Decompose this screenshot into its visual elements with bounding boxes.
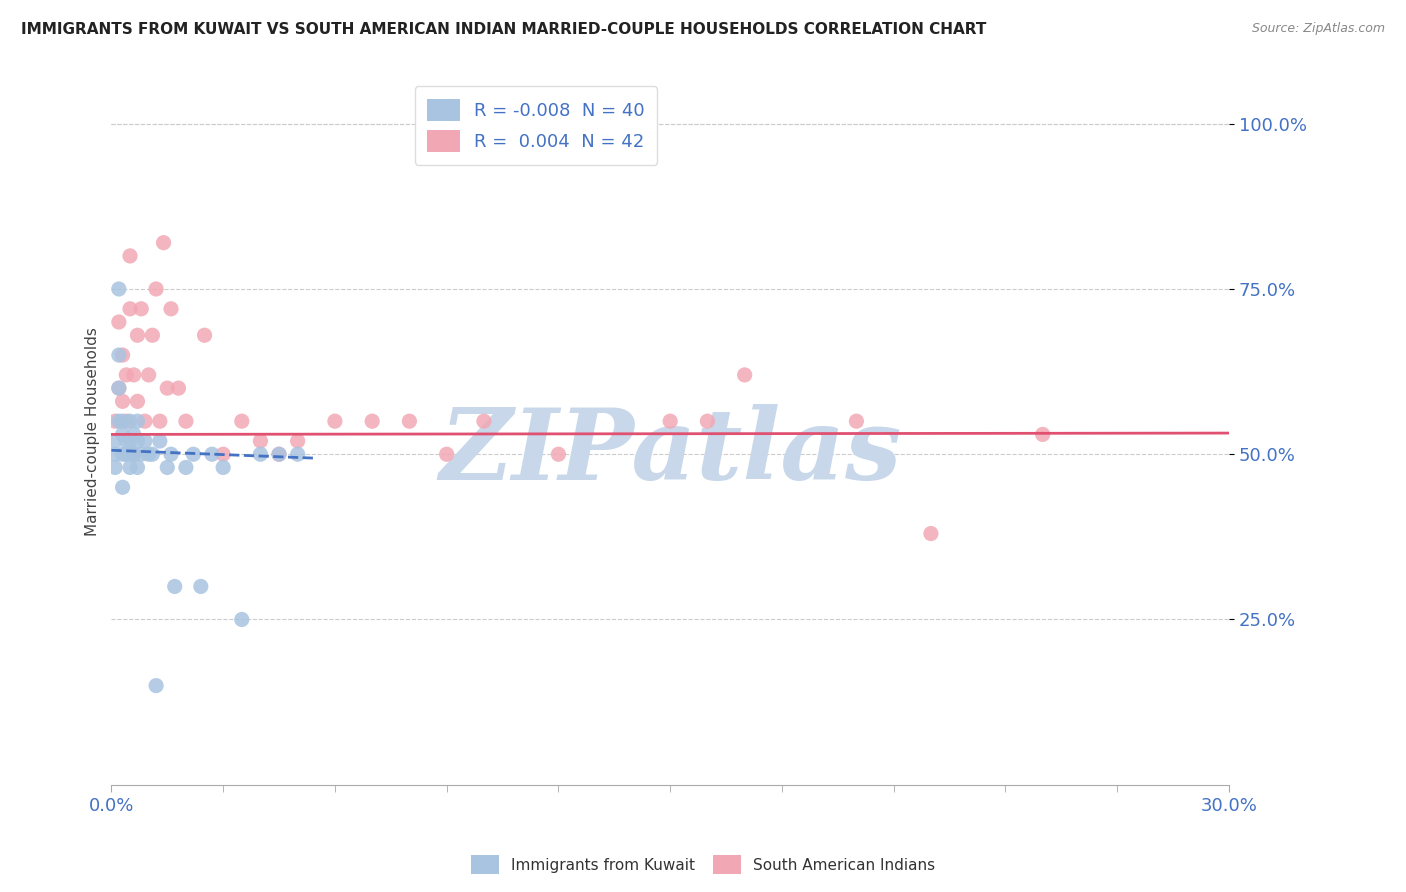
Point xyxy=(145,282,167,296)
Point xyxy=(115,414,138,428)
Point xyxy=(152,235,174,250)
Point xyxy=(212,460,235,475)
Point xyxy=(160,301,183,316)
Point xyxy=(156,460,179,475)
Point xyxy=(118,301,141,316)
Point xyxy=(149,434,172,448)
Point xyxy=(127,328,149,343)
Point xyxy=(696,414,718,428)
Point xyxy=(212,447,235,461)
Point xyxy=(111,427,134,442)
Point xyxy=(323,414,346,428)
Point xyxy=(111,414,134,428)
Point xyxy=(111,480,134,494)
Point xyxy=(127,394,149,409)
Point xyxy=(129,447,152,461)
Point xyxy=(108,315,131,329)
Point xyxy=(174,460,197,475)
Point xyxy=(167,381,190,395)
Point xyxy=(122,447,145,461)
Point xyxy=(115,434,138,448)
Y-axis label: Married-couple Households: Married-couple Households xyxy=(86,326,100,535)
Point xyxy=(104,414,127,428)
Point xyxy=(111,394,134,409)
Point xyxy=(108,282,131,296)
Point xyxy=(361,414,384,428)
Point xyxy=(183,447,205,461)
Point xyxy=(111,348,134,362)
Text: ZIPatlas: ZIPatlas xyxy=(439,404,901,500)
Point xyxy=(122,368,145,382)
Legend: R = -0.008  N = 40, R =  0.004  N = 42: R = -0.008 N = 40, R = 0.004 N = 42 xyxy=(415,87,658,165)
Point xyxy=(398,414,420,428)
Point xyxy=(436,447,458,461)
Text: Source: ZipAtlas.com: Source: ZipAtlas.com xyxy=(1251,22,1385,36)
Point xyxy=(201,447,224,461)
Point xyxy=(249,447,271,461)
Point xyxy=(174,414,197,428)
Point xyxy=(190,579,212,593)
Point xyxy=(118,414,141,428)
Point xyxy=(104,460,127,475)
Point xyxy=(287,434,309,448)
Point xyxy=(547,447,569,461)
Point xyxy=(118,460,141,475)
Point xyxy=(267,447,290,461)
Point xyxy=(115,368,138,382)
Point xyxy=(111,447,134,461)
Point xyxy=(287,447,309,461)
Point xyxy=(163,579,186,593)
Point xyxy=(734,368,756,382)
Point xyxy=(472,414,495,428)
Point xyxy=(108,381,131,395)
Legend: Immigrants from Kuwait, South American Indians: Immigrants from Kuwait, South American I… xyxy=(465,849,941,880)
Point xyxy=(108,381,131,395)
Point xyxy=(127,460,149,475)
Point xyxy=(231,613,253,627)
Point xyxy=(127,434,149,448)
Point xyxy=(118,447,141,461)
Point xyxy=(134,414,156,428)
Point xyxy=(156,381,179,395)
Point xyxy=(122,447,145,461)
Point xyxy=(127,414,149,428)
Point xyxy=(267,447,290,461)
Point xyxy=(118,434,141,448)
Point xyxy=(249,434,271,448)
Point xyxy=(845,414,868,428)
Point xyxy=(231,414,253,428)
Point xyxy=(145,679,167,693)
Text: IMMIGRANTS FROM KUWAIT VS SOUTH AMERICAN INDIAN MARRIED-COUPLE HOUSEHOLDS CORREL: IMMIGRANTS FROM KUWAIT VS SOUTH AMERICAN… xyxy=(21,22,987,37)
Point xyxy=(141,328,163,343)
Point xyxy=(920,526,942,541)
Point xyxy=(108,348,131,362)
Point xyxy=(138,368,160,382)
Point xyxy=(118,249,141,263)
Point xyxy=(104,434,127,448)
Point xyxy=(160,447,183,461)
Point xyxy=(659,414,682,428)
Point xyxy=(141,447,163,461)
Point xyxy=(115,447,138,461)
Point xyxy=(104,447,127,461)
Point xyxy=(149,414,172,428)
Point xyxy=(193,328,215,343)
Point xyxy=(1032,427,1054,442)
Point xyxy=(129,301,152,316)
Point xyxy=(138,447,160,461)
Point xyxy=(108,414,131,428)
Point xyxy=(134,434,156,448)
Point xyxy=(122,427,145,442)
